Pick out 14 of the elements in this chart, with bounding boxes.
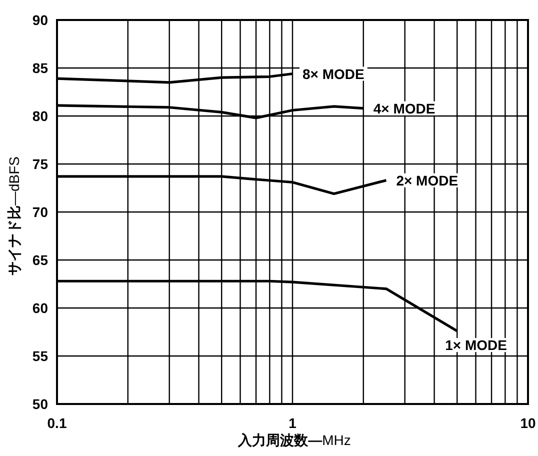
x-tick-label: 1 xyxy=(288,415,297,431)
y-tick-label: 65 xyxy=(32,252,48,268)
y-tick-label: 50 xyxy=(32,396,48,412)
y-tick-label: 90 xyxy=(32,12,48,28)
y-tick-label: 80 xyxy=(32,108,48,124)
y-tick-label: 75 xyxy=(32,156,48,172)
y-tick-label: 70 xyxy=(32,204,48,220)
x-axis-title: 入力周波数—MHz xyxy=(237,432,351,448)
y-tick-label: 85 xyxy=(32,60,48,76)
x-tick-label: 0.1 xyxy=(47,415,67,431)
y-axis-title: サイナド比—dBFS xyxy=(6,156,22,276)
x-tick-label: 10 xyxy=(520,415,536,431)
y-tick-label: 55 xyxy=(32,348,48,364)
y-tick-label: 60 xyxy=(32,300,48,316)
